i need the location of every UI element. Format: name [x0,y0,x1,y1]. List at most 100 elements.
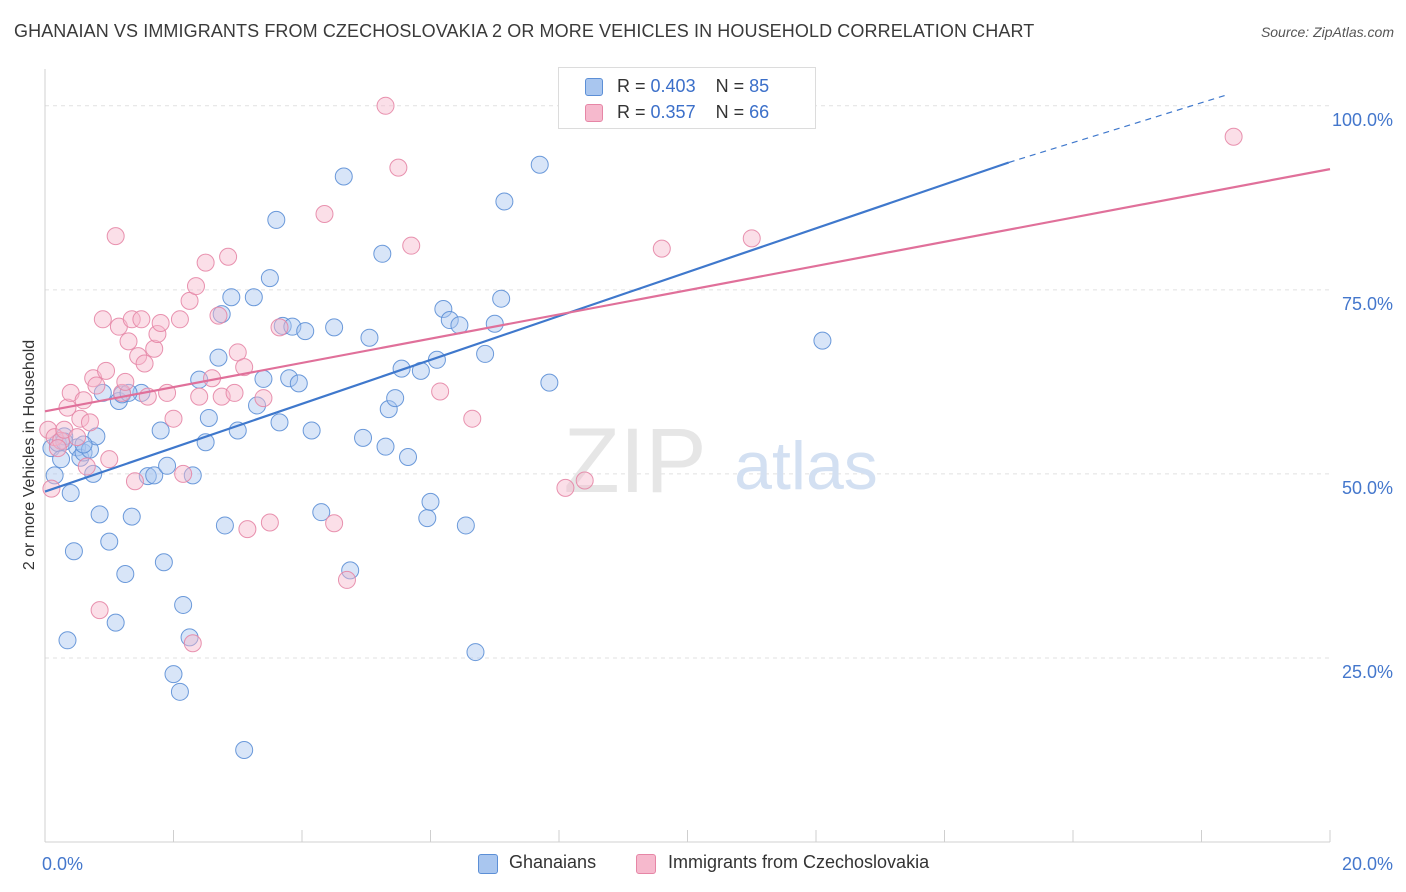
data-point [122,310,141,329]
data-point [151,421,170,440]
data-point [399,447,418,466]
data-point [556,478,575,497]
data-point [235,740,254,759]
data-point [170,682,189,701]
data-point [145,339,164,358]
data-point [215,516,234,535]
data-point [106,613,125,632]
data-point [254,369,273,388]
data-point [132,310,151,329]
data-point [260,513,279,532]
legend-n-label: N = [715,102,745,122]
data-point [58,631,77,650]
data-point [280,369,299,388]
y-tick-label: 25.0% [1342,662,1393,682]
data-point [209,306,228,325]
data-point [151,313,170,332]
data-point [212,305,231,324]
watermark: ZIP atlas [563,410,877,512]
data-point [71,409,90,428]
watermark-zip: ZIP [563,410,706,512]
data-point [100,450,119,469]
x-tick-label-min: 0.0% [42,854,83,874]
legend-r-value: 0.403 [650,76,696,96]
data-point [116,565,135,584]
watermark-atlas: atlas [734,428,878,504]
data-point [222,288,241,307]
data-point [77,457,96,476]
data-point [652,239,671,258]
data-point [68,428,87,447]
data-point [270,318,289,337]
data-point [273,316,292,335]
data-point [376,96,395,115]
data-point [164,665,183,684]
data-point [392,359,411,378]
data-point [302,421,321,440]
legend-r-value: 0.357 [650,102,696,122]
legend-n-value: 85 [749,76,770,96]
legend-swatch-blue [585,78,603,96]
x-tick-label-max: 20.0% [1342,854,1393,874]
data-point [52,450,71,469]
data-point [74,435,93,454]
data-point [434,299,453,318]
data-point [122,507,141,526]
axes [44,69,1331,843]
data-point [260,269,279,288]
data-point [199,408,218,427]
data-point [325,514,344,533]
data-point [125,472,144,491]
trend-line-ghanaians [44,161,1010,493]
data-point [254,389,273,408]
data-point [379,400,398,419]
data-point [186,277,205,296]
legend-n-value: 66 [749,102,770,122]
data-point [289,374,308,393]
data-point [431,382,450,401]
data-point [267,210,286,229]
data-point [334,167,353,186]
legend-swatch-pink [636,854,656,874]
data-point [575,471,594,490]
data-point [174,595,193,614]
data-point [463,409,482,428]
data-point [183,466,202,485]
legend-label-czechoslovakia: Immigrants from Czechoslovakia [668,852,930,872]
data-point [296,322,315,341]
data-point [418,509,437,528]
data-point [116,372,135,391]
legend-n-label: N = [715,76,745,96]
y-tick-label: 75.0% [1342,294,1393,314]
data-point [145,466,164,485]
data-point [48,439,67,458]
data-point [495,192,514,211]
data-point [421,492,440,511]
data-point [106,227,125,246]
data-point [100,532,119,551]
series-czechoslovakia [39,96,1243,653]
data-point [209,348,228,367]
data-point [530,155,549,174]
data-point [80,413,99,432]
data-point [456,516,475,535]
legend-r-label: R = [617,76,646,96]
data-point [45,466,64,485]
data-point [742,229,761,248]
data-point [90,601,109,620]
data-point [164,409,183,428]
data-point [540,373,559,392]
trend-line-ghanaians-extension [1008,94,1228,164]
chart-title: GHANAIAN VS IMMIGRANTS FROM CZECHOSLOVAK… [14,21,1035,41]
data-point [135,354,154,373]
data-point [315,205,334,224]
data-point [190,387,209,406]
data-point [219,247,238,266]
data-point [238,520,257,539]
data-point [813,331,832,350]
legend-r-label: R = [617,102,646,122]
data-point [84,464,103,483]
data-point [183,634,202,653]
data-point [97,361,116,380]
